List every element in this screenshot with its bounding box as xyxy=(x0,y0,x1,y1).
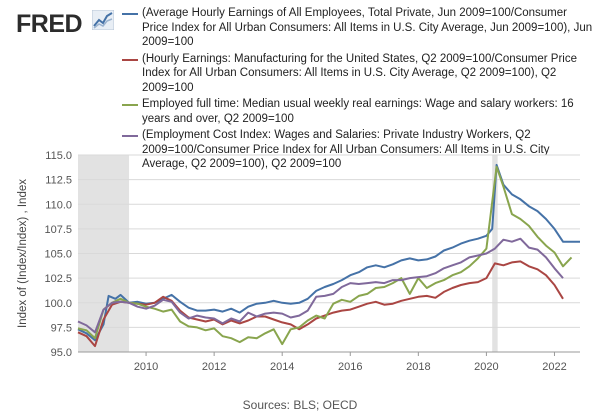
y-tick-label: 95.0 xyxy=(51,347,72,359)
legend-entry: Employed full time: Median usual weekly … xyxy=(120,97,596,126)
y-tick-label: 115.0 xyxy=(45,150,72,162)
y-tick-label: 102.5 xyxy=(44,273,72,285)
source-note: Sources: BLS; OECD xyxy=(242,398,358,412)
series-line xyxy=(77,237,564,334)
legend-swatch xyxy=(122,135,138,137)
fred-logo-text: FRED xyxy=(16,10,83,38)
legend-swatch xyxy=(122,104,138,106)
legend-entry: (Average Hourly Earnings of All Employee… xyxy=(120,6,596,50)
fred-logo[interactable]: FRED xyxy=(8,6,118,38)
y-axis-title: Index of (Index/Index) , Index xyxy=(17,179,29,328)
y-tick-label: 110.0 xyxy=(45,199,72,211)
legend-swatch xyxy=(122,13,138,15)
legend-label: (Average Hourly Earnings of All Employee… xyxy=(142,7,593,48)
legend-entry: (Employment Cost Index: Wages and Salari… xyxy=(120,128,596,172)
y-tick-label: 107.5 xyxy=(44,224,72,236)
y-tick-label: 100.0 xyxy=(44,298,72,310)
x-tick-label: 2010 xyxy=(134,361,158,373)
x-tick-label: 2012 xyxy=(202,361,226,373)
legend-label: Employed full time: Median usual weekly … xyxy=(142,98,574,125)
legend-swatch xyxy=(122,58,138,61)
chart-legend: (Average Hourly Earnings of All Employee… xyxy=(120,6,596,174)
y-tick-label: 105.0 xyxy=(44,249,72,261)
y-tick-label: 97.5 xyxy=(51,322,72,334)
series-line xyxy=(77,260,564,348)
legend-entry: (Hourly Earnings: Manufacturing for the … xyxy=(120,52,596,96)
x-tick-label: 2022 xyxy=(542,361,566,373)
x-tick-label: 2014 xyxy=(270,361,294,373)
legend-label: (Employment Cost Index: Wages and Salari… xyxy=(142,129,550,170)
x-tick-label: 2020 xyxy=(474,361,498,373)
x-tick-label: 2018 xyxy=(406,361,430,373)
legend-label: (Hourly Earnings: Manufacturing for the … xyxy=(142,52,577,94)
x-tick-label: 2016 xyxy=(338,361,362,373)
y-tick-label: 112.5 xyxy=(45,175,72,187)
fred-chart-logo-icon xyxy=(92,10,114,30)
series-line xyxy=(77,165,573,346)
